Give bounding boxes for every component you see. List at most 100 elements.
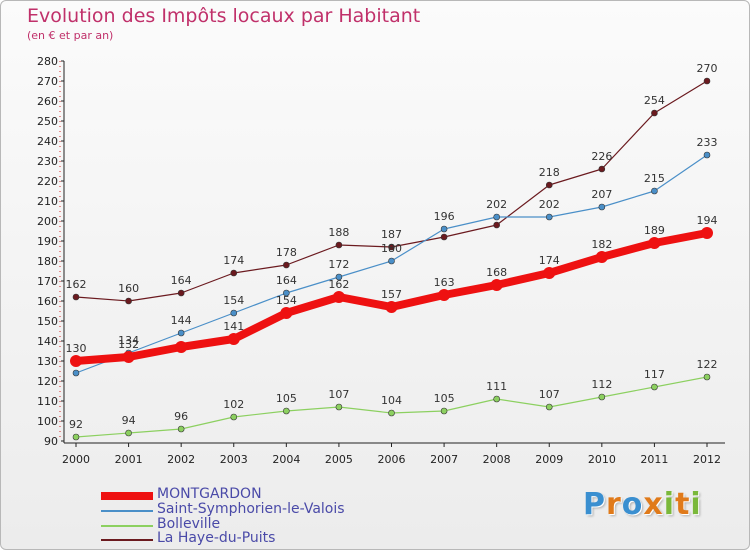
data-point-la-haye-du-puits	[651, 109, 658, 117]
y-tick-label: 160	[37, 295, 58, 308]
data-point-la-haye-du-puits	[125, 297, 132, 305]
data-label-la-haye-du-puits: 174	[223, 254, 244, 267]
y-tick-label: 150	[37, 315, 58, 328]
data-point-bolleville	[283, 407, 290, 415]
logo-letter: i	[690, 487, 702, 522]
x-tick-label: 2012	[693, 453, 721, 466]
data-point-la-haye-du-puits	[177, 289, 185, 297]
data-label-montgardon: 189	[644, 224, 665, 237]
data-point-bolleville	[545, 403, 553, 411]
x-tick-label: 2003	[220, 453, 248, 466]
data-label-bolleville: 111	[486, 380, 507, 393]
y-tick-label: 260	[37, 95, 58, 108]
data-label-bolleville: 94	[122, 414, 136, 427]
y-tick-label: 280	[37, 55, 58, 68]
y-tick-label: 220	[37, 175, 58, 188]
data-point-montgardon	[490, 279, 503, 291]
data-label-montgardon: 130	[66, 342, 87, 355]
chart-subtitle: (en € et par an)	[27, 29, 114, 42]
data-label-saint-symphorien-le-valois: 134	[118, 334, 139, 347]
data-label-bolleville: 117	[644, 368, 665, 381]
data-label-montgardon: 132	[118, 338, 139, 351]
data-point-saint-symphorien-le-valois	[651, 187, 658, 195]
data-label-saint-symphorien-le-valois: 207	[591, 188, 612, 201]
data-point-la-haye-du-puits	[493, 221, 500, 229]
data-point-bolleville	[72, 433, 80, 441]
data-point-la-haye-du-puits	[703, 77, 711, 85]
data-label-bolleville: 102	[223, 398, 244, 411]
y-tick-label: 90	[44, 435, 58, 448]
x-tick-label: 2004	[272, 453, 300, 466]
data-label-la-haye-du-puits: 160	[118, 282, 139, 295]
data-label-saint-symphorien-le-valois: 202	[486, 198, 507, 211]
logo-letter: i	[663, 487, 676, 522]
series-line-la-haye-du-puits	[75, 80, 708, 302]
data-label-la-haye-du-puits: 162	[66, 278, 87, 291]
data-point-montgardon	[648, 237, 661, 249]
data-point-bolleville	[230, 413, 238, 421]
data-point-saint-symphorien-le-valois	[440, 225, 448, 233]
data-label-bolleville: 96	[174, 410, 188, 423]
data-point-saint-symphorien-le-valois	[493, 213, 500, 221]
data-label-saint-symphorien-le-valois: 196	[434, 210, 455, 223]
data-label-montgardon: 182	[591, 238, 612, 251]
data-label-montgardon: 163	[434, 276, 455, 289]
y-tick-label: 130	[37, 355, 58, 368]
logo-letter: t	[675, 487, 691, 522]
y-tick-label: 180	[37, 255, 58, 268]
data-label-montgardon: 157	[381, 288, 402, 301]
y-tick-label: 240	[37, 135, 58, 148]
data-point-bolleville	[125, 429, 132, 437]
data-point-montgardon	[543, 267, 556, 279]
data-label-montgardon: 141	[223, 320, 244, 333]
series-line-bolleville	[75, 376, 708, 438]
data-point-bolleville	[440, 407, 448, 415]
data-point-montgardon	[227, 333, 240, 345]
data-point-montgardon	[701, 227, 713, 239]
x-tick-label: 2006	[378, 453, 406, 466]
data-point-saint-symphorien-le-valois	[283, 289, 290, 297]
data-label-la-haye-du-puits: 188	[328, 226, 349, 239]
y-tick-label: 140	[37, 335, 58, 348]
data-point-la-haye-du-puits	[545, 181, 553, 189]
data-point-bolleville	[388, 409, 395, 417]
data-point-bolleville	[598, 393, 606, 401]
data-label-saint-symphorien-le-valois: 202	[539, 198, 560, 211]
data-point-montgardon	[332, 291, 345, 303]
data-point-la-haye-du-puits	[72, 293, 80, 301]
y-tick-label: 100	[37, 415, 58, 428]
x-tick-label: 2011	[640, 453, 668, 466]
data-label-bolleville: 107	[539, 388, 560, 401]
data-label-montgardon: 174	[539, 254, 560, 267]
x-tick-label: 2005	[325, 453, 353, 466]
data-label-saint-symphorien-le-valois: 233	[697, 136, 718, 149]
logo-letter: o	[621, 487, 644, 522]
data-label-la-haye-du-puits: 226	[591, 150, 612, 163]
y-tick-label: 210	[37, 195, 58, 208]
data-point-bolleville	[177, 425, 185, 433]
y-tick-label: 270	[37, 75, 58, 88]
data-point-la-haye-du-puits	[440, 233, 448, 241]
x-tick-label: 2007	[430, 453, 458, 466]
data-point-bolleville	[493, 395, 500, 403]
y-tick-label: 120	[37, 375, 58, 388]
legend-label: MONTGARDON	[157, 486, 262, 502]
data-label-montgardon: 154	[276, 294, 297, 307]
data-label-saint-symphorien-le-valois: 154	[223, 294, 244, 307]
data-label-saint-symphorien-le-valois: 172	[328, 258, 349, 271]
data-label-bolleville: 112	[591, 378, 612, 391]
data-point-montgardon	[175, 341, 188, 353]
legend-swatch	[101, 492, 153, 500]
data-label-montgardon: 194	[697, 214, 718, 227]
data-label-la-haye-du-puits: 164	[171, 274, 192, 287]
data-label-bolleville: 105	[434, 392, 455, 405]
data-label-saint-symphorien-le-valois: 144	[171, 314, 192, 327]
data-label-bolleville: 122	[697, 358, 718, 371]
data-label-saint-symphorien-le-valois: 215	[644, 172, 665, 185]
x-tick-label: 2010	[588, 453, 616, 466]
data-label-montgardon: 168	[486, 266, 507, 279]
data-label-la-haye-du-puits: 270	[697, 62, 718, 75]
data-point-saint-symphorien-le-valois	[230, 309, 238, 317]
